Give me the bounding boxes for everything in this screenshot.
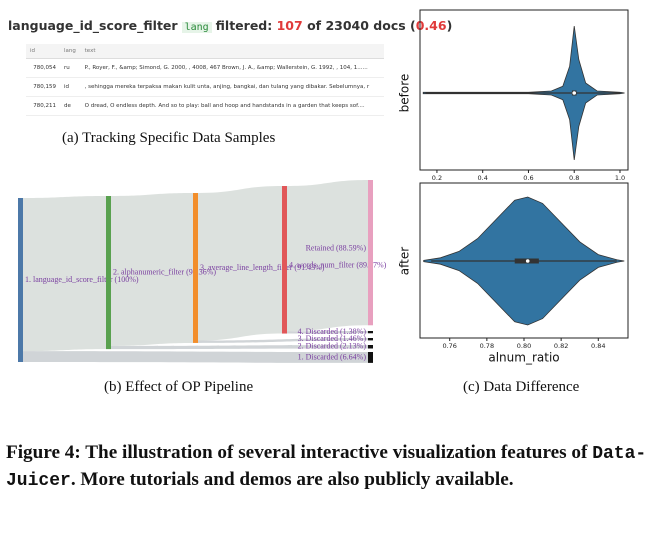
x-tick-label: 0.6 [523,174,533,182]
table-cell: 780,054 [26,58,60,78]
caption-text: . More tutorials and demos are also publ… [70,469,514,490]
discard-node [368,352,373,363]
header-row: id lang text [26,44,384,59]
flow-link [198,186,282,341]
stage-label: 3. average_line_length_filter (91.43%) [200,263,325,272]
y-axis-label: before [398,74,412,113]
x-tick-label: 1.0 [615,174,625,182]
table-cell: 780,211 [26,96,60,116]
flow-link [111,193,193,346]
flow-link [111,345,368,350]
median [572,91,577,95]
stage-node [193,193,198,343]
table-row: 780,211 de O dread, O endless depth. And s… [26,96,384,116]
caption-a: (a) Tracking Specific Data Samples [62,130,276,146]
discard-label: 1. Discarded (6.64%) [298,352,367,361]
x-tick-label: 0.4 [478,174,488,182]
caption-code: Data-Juicer [6,444,647,491]
table-row: 780,159 id, sehingga mereka terpaksa maka… [26,77,384,97]
table-cell: 780,159 [26,77,60,97]
discard-label: 3. Discarded (1.46%) [298,334,367,343]
sample-table: id lang text 780,054 ru P., Royer, F., &amp; … [26,44,384,116]
caption-b: (b) Effect of OP Pipeline [104,379,254,395]
filtered-prefix: filtered: [215,18,273,33]
stage-node [18,198,23,362]
flow-link [198,338,368,343]
x-axis-label: alnum_ratio [488,351,559,365]
discard-node [368,338,373,341]
column-header: lang [60,44,81,59]
stage-label: 2. alphanumeric_filter (93.36%) [113,267,216,276]
table-cell: O dread, O endless depth. And so to play… [80,96,384,116]
x-tick-label: 0.8 [569,174,579,182]
x-tick-label: 0.76 [442,342,456,350]
x-tick-label: 0.78 [480,342,494,350]
column-header: id [26,44,60,59]
table-cell: ru [60,58,81,78]
table-cell: de [60,96,81,116]
tag: lang [181,22,212,33]
caption-c: (c) Data Difference [463,379,580,395]
retained-label: Retained (88.59%) [306,243,367,252]
table-cell: P., Royer, F., &amp; Simond, G. 2000, , … [80,58,384,78]
table-row: 780,054 ru P., Royer, F., &amp; Simond, G.… [26,58,384,78]
stage-node [106,196,111,350]
discard-label: 4. Discarded (1.38%) [298,327,367,336]
caption-text: Figure 4: The illustration of several in… [6,442,593,463]
x-tick-label: 0.2 [432,174,442,182]
figure-panels: 1. language_id_score_filter (100%)2. alp… [18,9,629,365]
x-tick-label: 0.82 [554,342,568,350]
flow-link [23,196,106,352]
retained-node [368,180,373,326]
sample-header: language_id_score_filter lang filtered: 10… [8,18,452,33]
filtered-ratio: 0.46 [415,18,447,33]
filtered-suffix: ) [446,18,453,33]
x-tick-label: 0.80 [517,342,531,350]
flow-link [287,180,368,332]
filtered-count: 107 [276,18,303,33]
flow-link [23,351,368,363]
table-cell: id [60,77,81,97]
plot-frame [419,9,629,171]
column-header: text [80,44,384,59]
stage-label: 4. words_num_filter (89.97%) [289,261,387,270]
discard-node [368,331,373,334]
table-cell: , sehingga mereka terpaksa makan kulit u… [80,77,384,97]
y-axis-label: after [398,247,412,275]
stage-node [282,186,287,334]
median [525,259,530,263]
stage-label: 1. language_id_score_filter (100%) [25,275,139,284]
flow-link [287,331,368,334]
figure-caption: Figure 4: The illustration of several in… [6,440,651,494]
op-name: language_id_score_filter [8,18,178,33]
filtered-mid: of 23040 docs ( [307,18,416,33]
discard-label: 2. Discarded (2.13%) [298,342,367,351]
x-tick-label: 0.84 [591,342,605,350]
discard-node [368,345,373,349]
